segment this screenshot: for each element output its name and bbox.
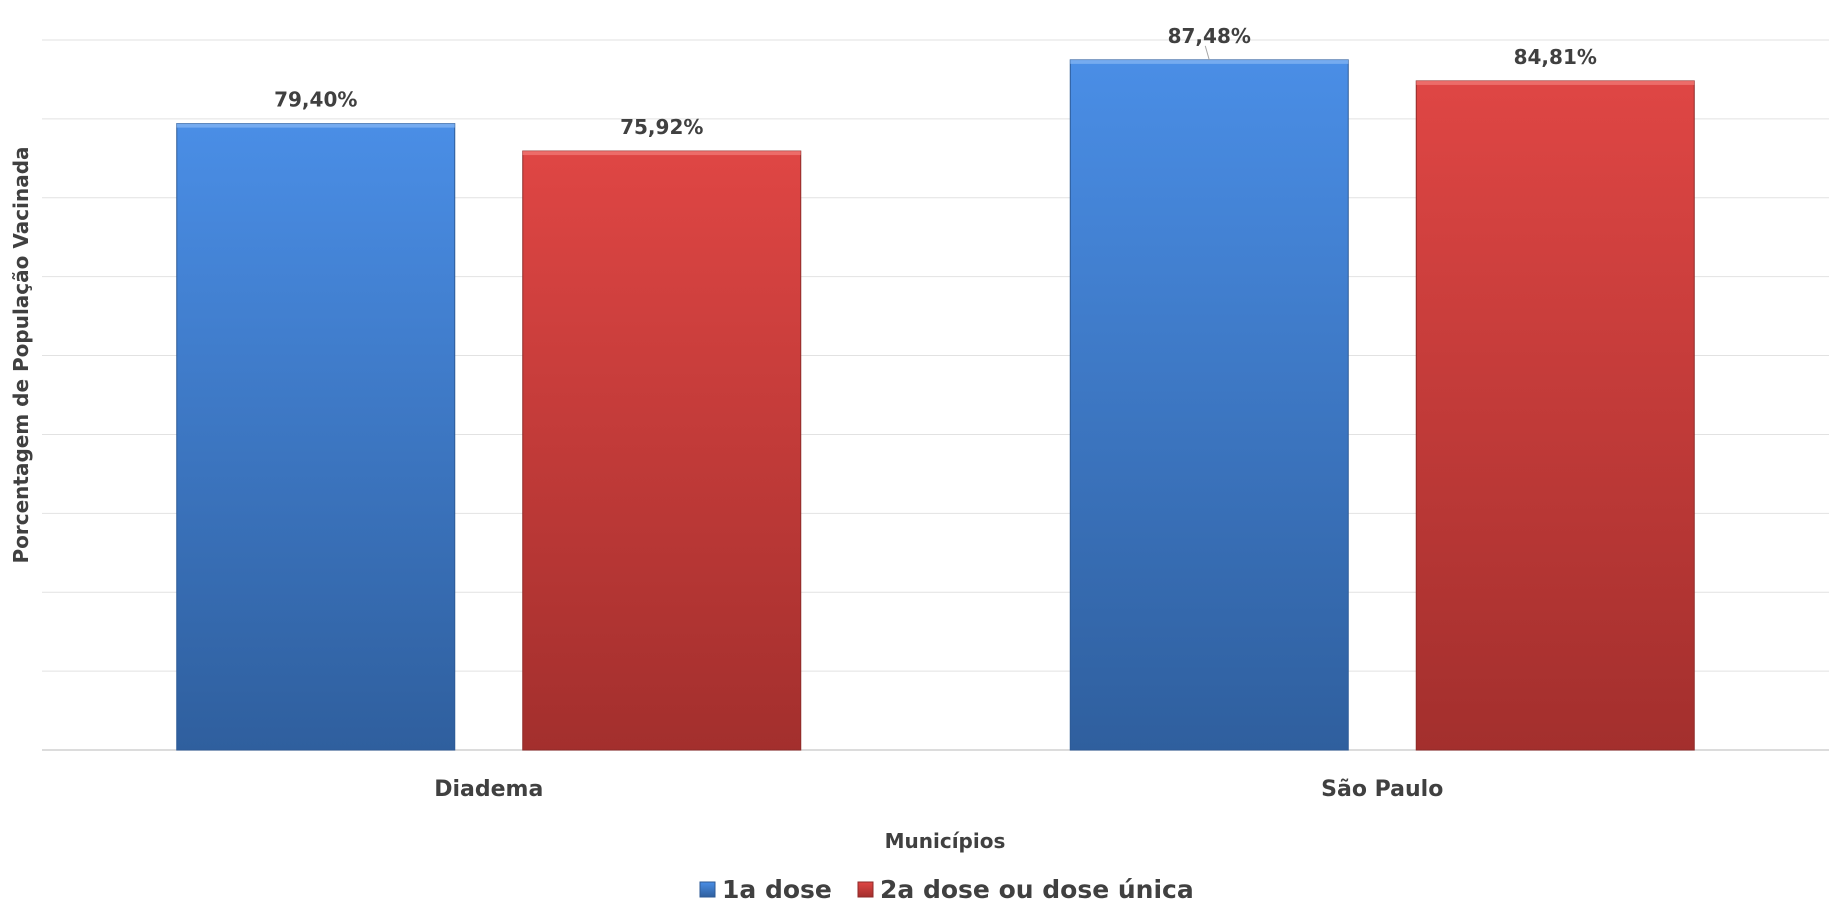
bars (176, 59, 1695, 751)
category-labels: Diadema São Paulo (434, 777, 1443, 802)
x-axis-title: Municípios (885, 829, 1006, 853)
bar-top-highlight (522, 151, 801, 156)
legend-label: 1a dose (722, 875, 832, 904)
data-label: 75,92% (620, 115, 703, 139)
data-labels: 79,40% 75,92% 87,48% 84,81% (274, 24, 1597, 139)
bar-top-highlight (176, 123, 455, 128)
data-label: 87,48% (1168, 24, 1251, 48)
label-leader-line (1204, 45, 1210, 61)
category-label: Diadema (434, 777, 543, 802)
legend: 1a dose 2a dose ou dose única (699, 875, 1194, 904)
legend-swatch (699, 881, 716, 898)
data-label: 79,40% (274, 88, 357, 112)
y-axis-title: Porcentagem de População Vacinada (9, 146, 33, 563)
bar-dose1-diadema (176, 123, 456, 751)
category-label: São Paulo (1321, 777, 1443, 802)
bar-top-highlight (1070, 59, 1349, 64)
legend-swatch (857, 881, 874, 898)
data-label: 84,81% (1514, 45, 1597, 69)
legend-item: 2a dose ou dose única (857, 875, 1194, 904)
bar-dose1-sao-paulo (1069, 59, 1349, 751)
bar-top-highlight (1416, 80, 1695, 85)
legend-label: 2a dose ou dose única (880, 875, 1194, 904)
bar-dose2-sao-paulo (1415, 80, 1695, 751)
legend-item: 1a dose (699, 875, 832, 904)
bar-dose2-diadema (522, 150, 802, 751)
